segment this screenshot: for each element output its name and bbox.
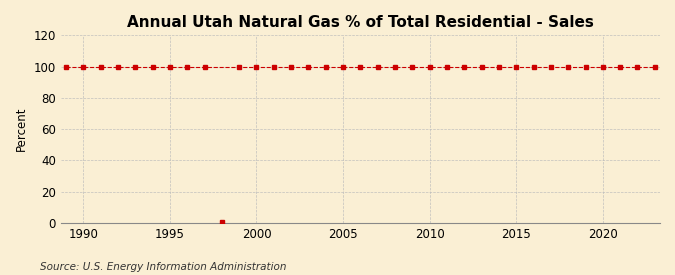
Title: Annual Utah Natural Gas % of Total Residential - Sales: Annual Utah Natural Gas % of Total Resid… xyxy=(127,15,594,30)
Y-axis label: Percent: Percent xyxy=(15,107,28,151)
Text: Source: U.S. Energy Information Administration: Source: U.S. Energy Information Administ… xyxy=(40,262,287,272)
